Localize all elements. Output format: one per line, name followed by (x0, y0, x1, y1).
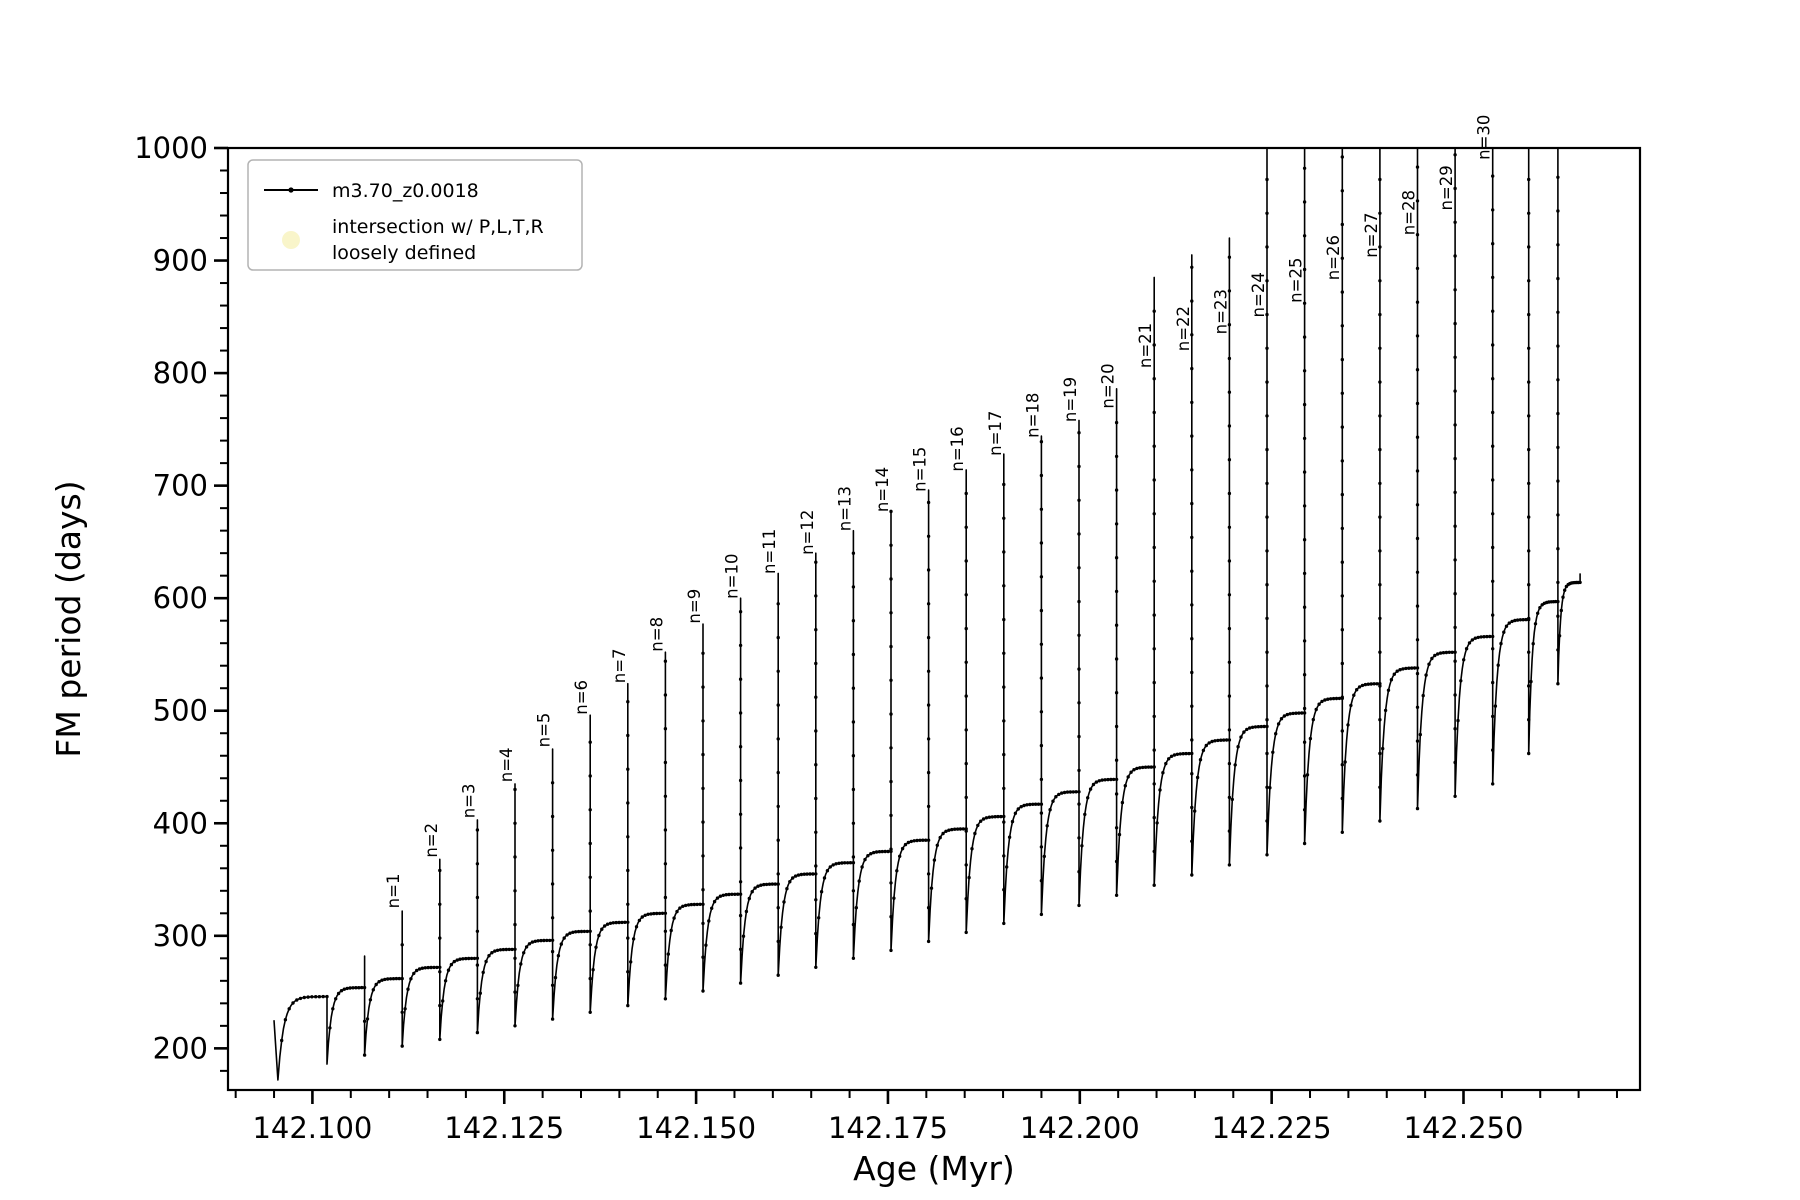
y-tick-label: 200 (153, 1031, 208, 1065)
x-tick-label: 142.250 (1404, 1111, 1524, 1145)
spike-annotation: n=18 (1023, 393, 1042, 438)
spike-annotation: n=20 (1099, 363, 1118, 408)
x-tick-label: 142.100 (252, 1111, 372, 1145)
spike-annotation: n=3 (459, 783, 478, 818)
y-tick-label: 500 (153, 694, 208, 728)
spike-annotation: n=9 (685, 589, 704, 624)
plot-border-spines (226, 146, 1642, 1092)
spike-annotation: n=17 (986, 411, 1005, 456)
spike-annotation: n=6 (572, 680, 591, 715)
spike-annotation: n=28 (1399, 190, 1418, 235)
axis-tick-labels: 142.100 142.125 142.150 142.175 142.200 142.2… (134, 131, 1523, 1145)
series-point-markers (280, 153, 1582, 1057)
spike-annotation: n=23 (1211, 289, 1230, 334)
spike-annotation: n=22 (1174, 306, 1193, 351)
spike-annotation: n=21 (1136, 323, 1155, 368)
legend-entry-intersection-label-line1: intersection w/ P,L,T,R (332, 216, 544, 238)
spike-annotation: n=5 (535, 713, 554, 748)
spike-annotation: n=2 (422, 823, 441, 858)
data-series (273, 148, 1582, 1081)
axis-ticks (214, 146, 1618, 1104)
legend-entry-intersection-label-line2: loosely defined (332, 242, 476, 264)
spike-annotation: n=7 (610, 648, 629, 683)
x-axis-label: Age (Myr) (853, 1149, 1015, 1188)
spike-annotation: n=24 (1249, 272, 1268, 317)
y-tick-label: 1000 (134, 131, 208, 165)
spike-annotation: n=27 (1362, 213, 1381, 258)
spike-annotation: n=11 (760, 529, 779, 574)
y-axis-label: FM period (days) (49, 480, 88, 757)
spike-annotation: n=13 (835, 486, 854, 531)
x-tick-label: 142.150 (636, 1111, 756, 1145)
y-tick-label: 700 (153, 469, 208, 503)
spike-annotation: n=10 (723, 554, 742, 599)
spike-annotation: n=25 (1287, 258, 1306, 303)
legend-box (247, 159, 583, 271)
x-tick-label: 142.200 (1020, 1111, 1140, 1145)
spike-annotations: n=1 n=2 n=3 n=4 n=5 n=6 n=7 n=8 n=9 n=10 n=11 n=12 n… (384, 115, 1493, 909)
spike-annotation: n=8 (647, 617, 666, 652)
spike-annotation: n=12 (798, 510, 817, 555)
y-tick-label: 900 (153, 244, 208, 278)
legend-intersection-marker-icon (282, 231, 300, 249)
y-tick-label: 600 (153, 581, 208, 615)
legend: m3.70_z0.0018 intersection w/ P,L,T,R lo… (247, 159, 583, 271)
y-tick-label: 400 (153, 806, 208, 840)
spike-annotation: n=19 (1061, 377, 1080, 422)
spike-annotation: n=26 (1324, 235, 1343, 280)
spike-annotation: n=14 (873, 467, 892, 512)
spike-annotation: n=16 (948, 426, 967, 471)
legend-line-marker-icon (288, 187, 294, 193)
x-tick-label: 142.125 (444, 1111, 564, 1145)
legend-entry-series-label: m3.70_z0.0018 (332, 180, 479, 202)
spike-annotation: n=4 (497, 747, 516, 782)
spike-annotation: n=15 (911, 447, 930, 492)
x-tick-label: 142.225 (1212, 1111, 1332, 1145)
y-tick-label: 800 (153, 356, 208, 390)
x-tick-label: 142.175 (828, 1111, 948, 1145)
y-tick-label: 300 (153, 919, 208, 953)
spike-annotation: n=29 (1437, 165, 1456, 210)
spike-annotation: n=1 (384, 874, 403, 909)
spike-annotation: n=30 (1475, 115, 1494, 160)
